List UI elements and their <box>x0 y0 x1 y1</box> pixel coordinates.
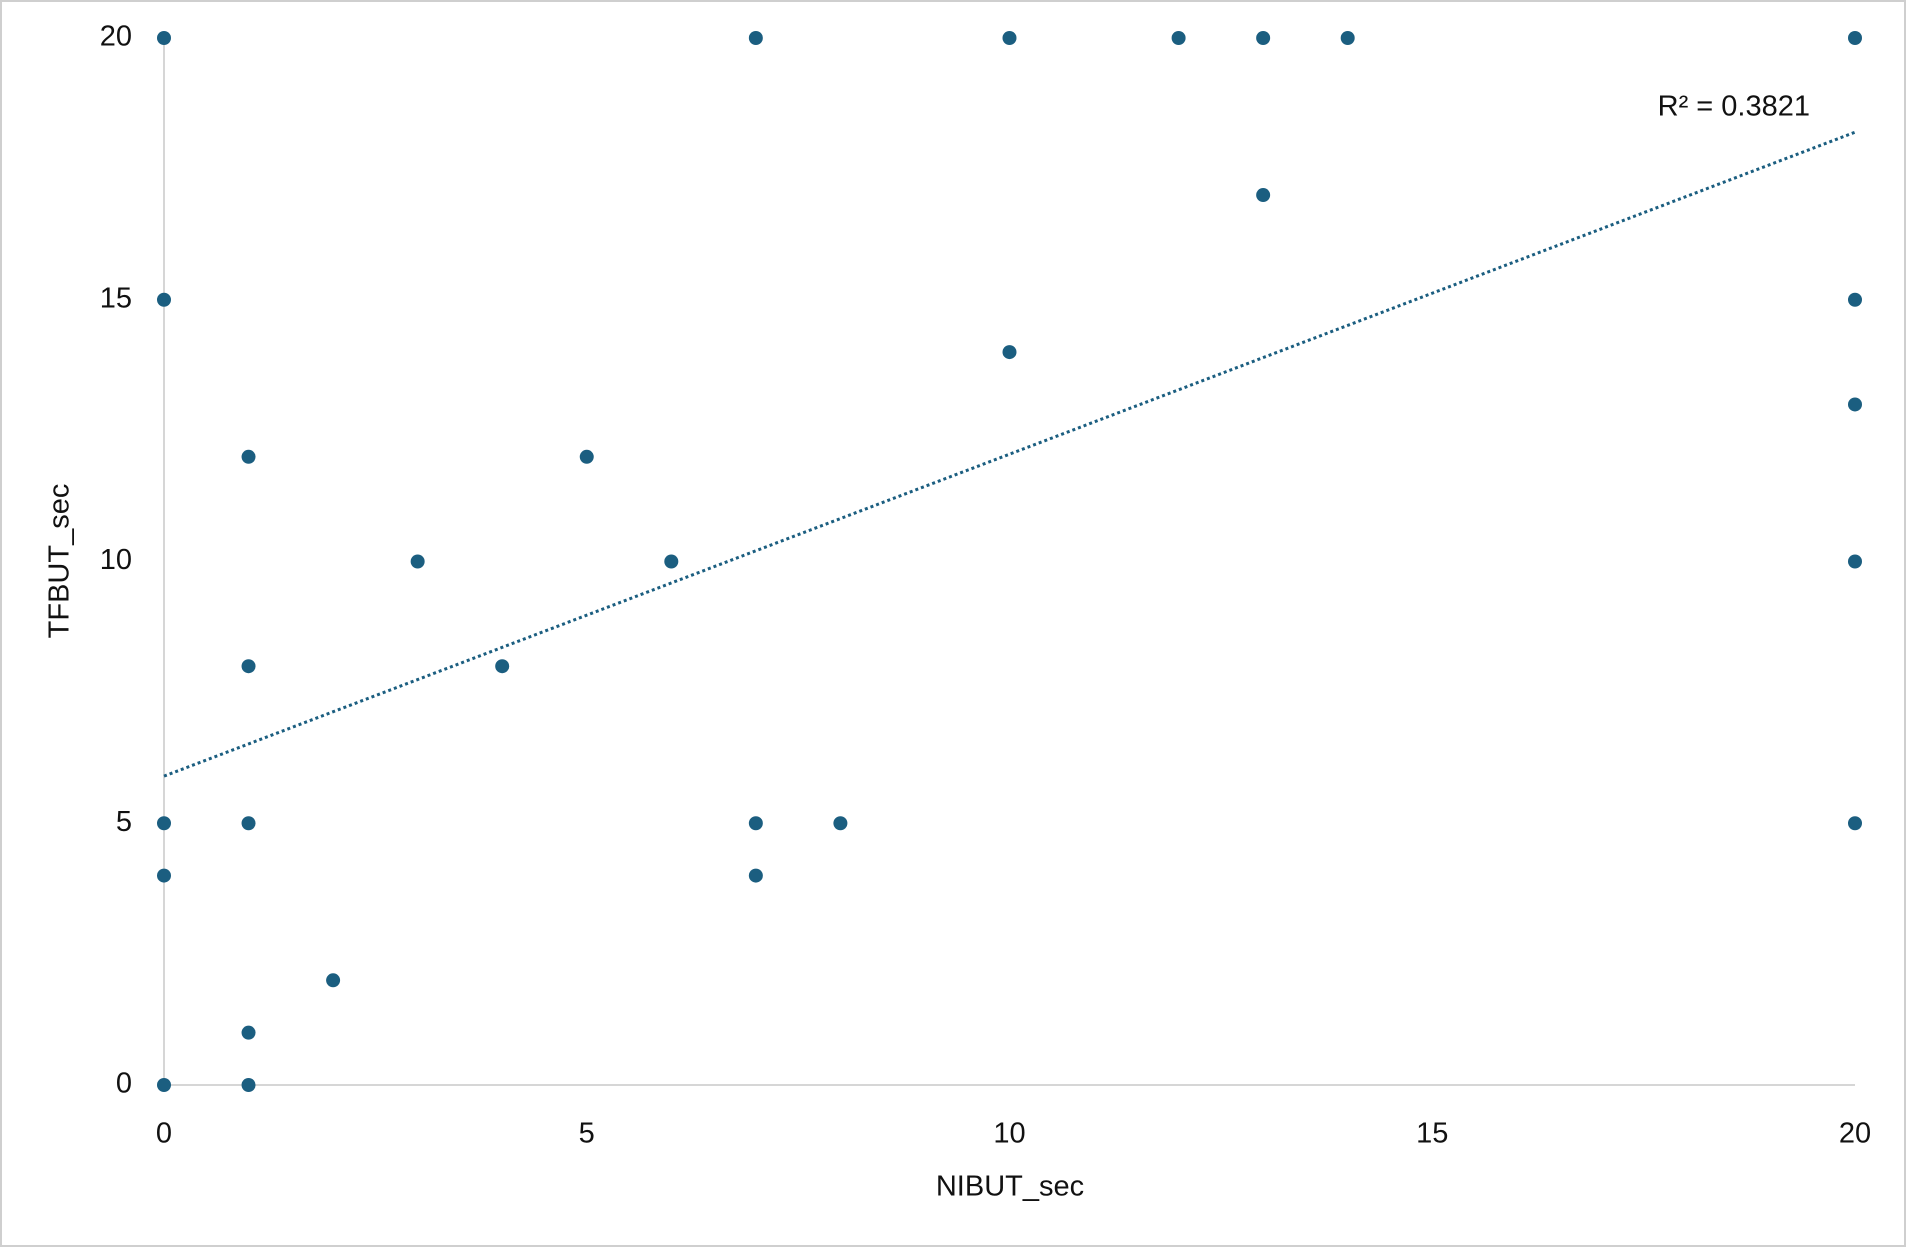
scatter-point <box>833 816 848 831</box>
x-tick-label: 15 <box>1416 1118 1448 1150</box>
scatter-point <box>1256 31 1271 45</box>
y-tick-label: 5 <box>116 806 132 838</box>
scatter-point <box>1848 31 1862 45</box>
scatter-point <box>241 816 256 831</box>
x-tick-label: 5 <box>579 1118 595 1150</box>
y-tick-label: 20 <box>100 21 132 53</box>
scatter-point <box>1848 292 1862 307</box>
scatter-point <box>1002 345 1017 360</box>
scatter-point <box>1848 816 1862 831</box>
scatter-point <box>157 292 171 307</box>
scatter-point <box>241 659 256 674</box>
scatter-point <box>157 31 171 45</box>
y-tick-label: 15 <box>100 282 132 314</box>
y-tick-label: 0 <box>116 1068 132 1100</box>
scatter-point <box>157 868 171 883</box>
trendline-annotation: R² = 0.3821 <box>1658 91 1810 123</box>
x-tick-label: 10 <box>993 1118 1025 1150</box>
trendline <box>163 130 1856 778</box>
scatter-point <box>1848 397 1862 412</box>
scatter-point <box>748 868 763 883</box>
scatter-point <box>157 816 171 831</box>
scatter-point <box>1002 31 1017 45</box>
scatter-point <box>748 31 763 45</box>
scatter-point <box>241 1078 256 1092</box>
scatter-point <box>241 449 256 464</box>
scatter-point <box>579 449 594 464</box>
scatter-point <box>664 554 679 569</box>
x-tick-label: 0 <box>156 1118 172 1150</box>
scatter-point <box>410 554 425 569</box>
scatter-point <box>1256 188 1271 203</box>
scatter-point <box>748 816 763 831</box>
x-tick-label: 20 <box>1839 1118 1871 1150</box>
scatter-point <box>326 973 341 988</box>
scatter-point <box>1848 554 1862 569</box>
y-axis-label: TFBUT_sec <box>44 484 76 639</box>
scatter-point <box>241 1025 256 1040</box>
x-axis-label: NIBUT_sec <box>936 1171 1084 1203</box>
scatter-point <box>1171 31 1186 45</box>
scatter-point <box>495 659 510 674</box>
scatter-point <box>157 1078 171 1092</box>
scatter-point <box>1340 31 1355 45</box>
y-tick-label: 10 <box>100 544 132 576</box>
